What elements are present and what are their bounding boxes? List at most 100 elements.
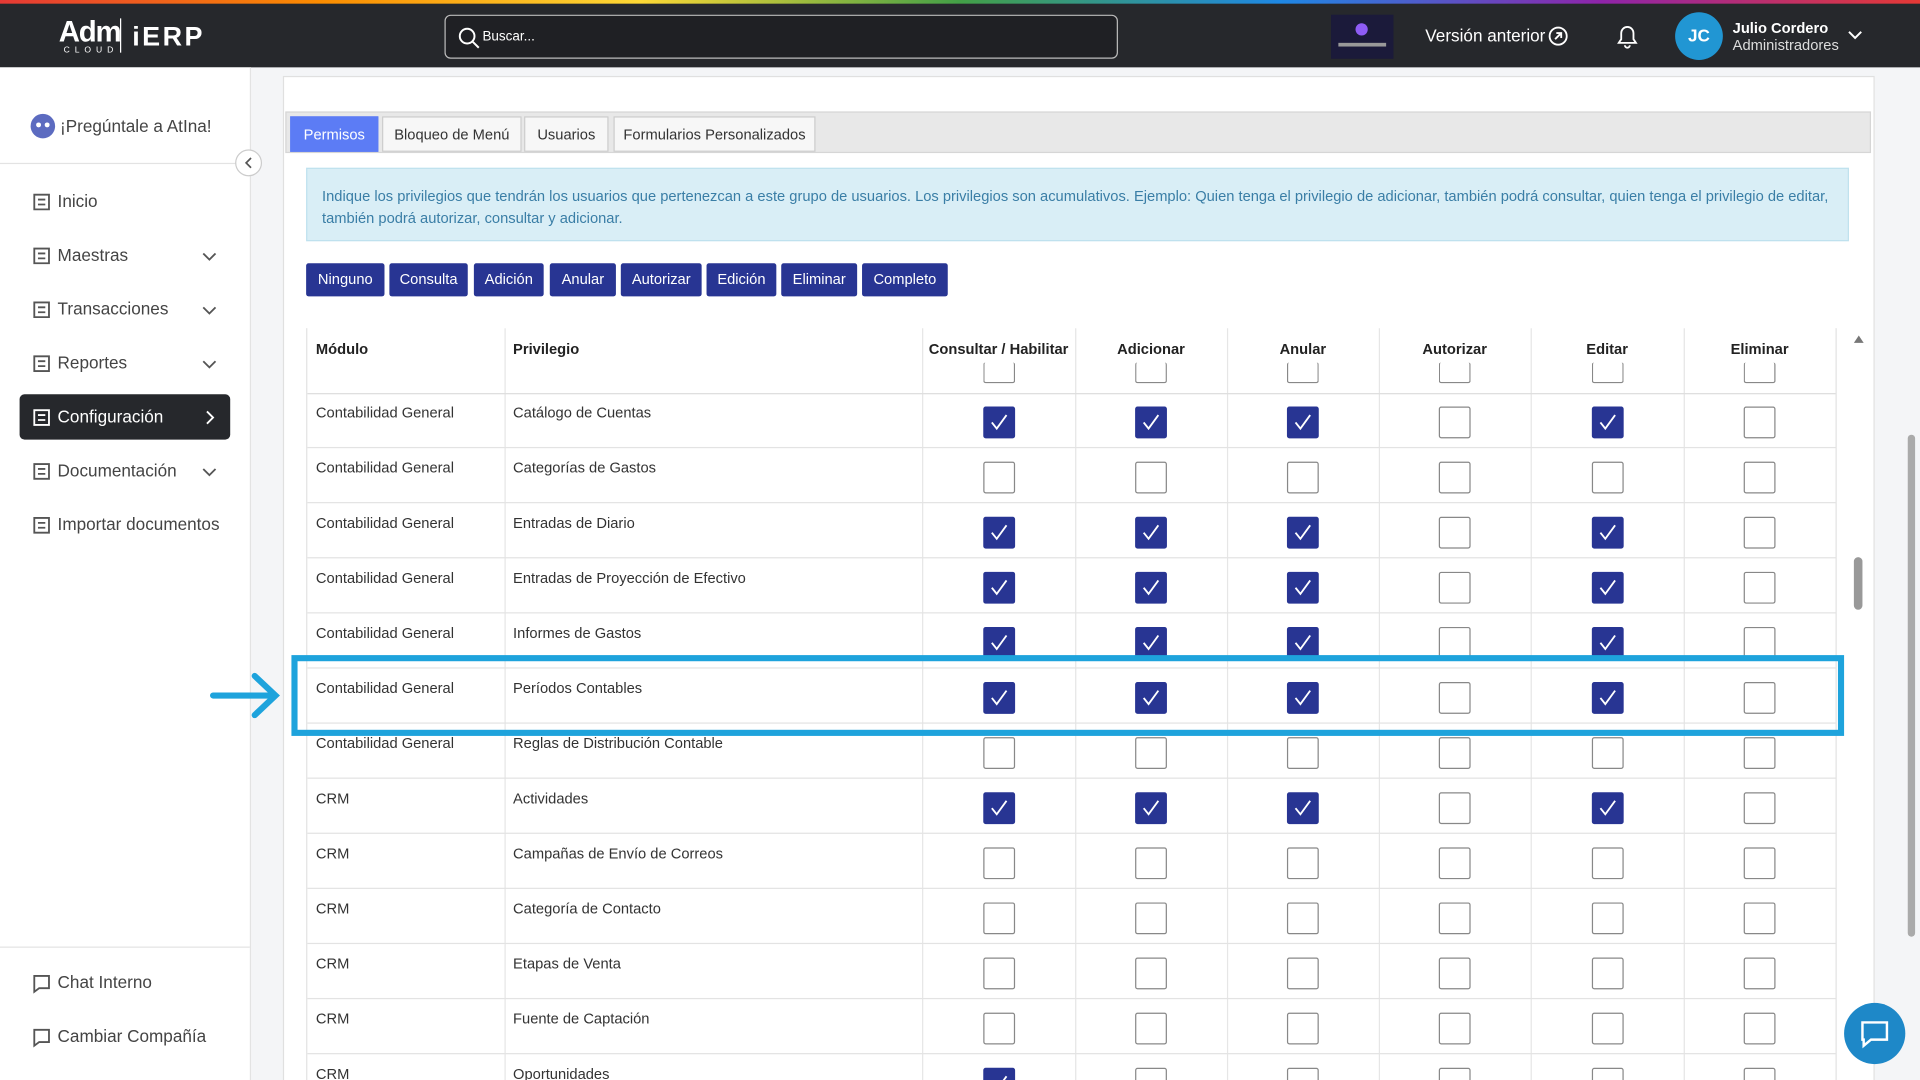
checkbox[interactable]	[1591, 461, 1624, 494]
checkbox[interactable]	[1438, 516, 1471, 549]
checkbox-checked[interactable]	[1286, 571, 1319, 604]
checkbox-checked[interactable]	[1591, 571, 1624, 604]
checkbox-checked[interactable]	[982, 1067, 1015, 1080]
checkbox-checked[interactable]	[1286, 626, 1319, 659]
tab[interactable]: Usuarios	[524, 116, 609, 152]
footer-item[interactable]: Cambiar Compañía	[20, 1014, 231, 1059]
checkbox[interactable]	[1286, 1067, 1319, 1080]
checkbox-checked[interactable]	[1135, 626, 1167, 659]
checkbox[interactable]	[1743, 516, 1776, 549]
checkbox[interactable]	[982, 902, 1015, 935]
menu-item[interactable]: Inicio	[20, 179, 231, 224]
menu-item[interactable]: Transacciones	[20, 287, 231, 332]
checkbox[interactable]	[1438, 957, 1471, 990]
tab[interactable]: Bloqueo de Menú	[382, 116, 522, 152]
checkbox[interactable]	[982, 461, 1015, 494]
checkbox[interactable]	[1438, 737, 1471, 769]
checkbox[interactable]	[1286, 847, 1319, 880]
checkbox-checked[interactable]	[982, 682, 1015, 714]
user-chevron[interactable]	[1847, 29, 1864, 41]
checkbox[interactable]	[1438, 792, 1471, 825]
checkbox[interactable]	[1438, 461, 1471, 494]
menu-item[interactable]: Maestras	[20, 233, 231, 278]
checkbox-checked[interactable]	[982, 626, 1015, 659]
menu-item[interactable]: Importar documentos	[20, 502, 231, 547]
collapse-button[interactable]	[235, 149, 263, 177]
checkbox[interactable]	[982, 847, 1015, 880]
checkbox[interactable]	[1743, 626, 1776, 659]
checkbox-checked[interactable]	[1591, 792, 1624, 825]
chat-button[interactable]	[1844, 1002, 1906, 1065]
checkbox-checked[interactable]	[1135, 682, 1167, 714]
checkbox[interactable]	[1286, 737, 1319, 769]
avatar[interactable]: JC	[1675, 12, 1723, 61]
checkbox-checked[interactable]	[1286, 406, 1319, 439]
preset-button[interactable]: Adición	[473, 263, 544, 297]
menu-item[interactable]: Reportes	[20, 340, 231, 385]
footer-item[interactable]: Chat Interno	[20, 960, 231, 1005]
checkbox[interactable]	[1286, 461, 1319, 494]
checkbox-checked[interactable]	[982, 792, 1015, 825]
checkbox-checked[interactable]	[1135, 571, 1167, 604]
checkbox[interactable]	[1591, 902, 1624, 935]
checkbox-checked[interactable]	[1286, 682, 1319, 714]
checkbox-checked[interactable]	[1591, 406, 1624, 439]
checkbox[interactable]	[1438, 406, 1471, 439]
checkbox[interactable]	[1438, 1067, 1471, 1080]
checkbox[interactable]	[1743, 682, 1776, 714]
checkbox-checked[interactable]	[1135, 792, 1167, 825]
checkbox-checked[interactable]	[1135, 516, 1167, 549]
checkbox-checked[interactable]	[982, 406, 1015, 439]
preset-button[interactable]: Edición	[706, 263, 777, 297]
checkbox-checked[interactable]	[1286, 516, 1319, 549]
checkbox[interactable]	[1743, 571, 1776, 604]
checkbox-checked[interactable]	[982, 571, 1015, 604]
checkbox[interactable]	[1743, 461, 1776, 494]
checkbox[interactable]	[1438, 902, 1471, 935]
checkbox[interactable]	[982, 737, 1015, 769]
page-scroll-thumb[interactable]	[1907, 434, 1916, 937]
checkbox[interactable]	[1135, 1012, 1167, 1045]
logo[interactable]: Adm	[58, 15, 122, 49]
checkbox[interactable]	[1135, 902, 1167, 935]
checkbox[interactable]	[1438, 1012, 1471, 1045]
checkbox[interactable]	[1135, 461, 1167, 494]
checkbox[interactable]	[1743, 1067, 1776, 1080]
checkbox-checked[interactable]	[1591, 626, 1624, 659]
checkbox[interactable]	[1743, 737, 1776, 769]
checkbox[interactable]	[1438, 682, 1471, 714]
preset-button[interactable]: Consulta	[389, 263, 468, 297]
preset-button[interactable]: Ninguno	[306, 263, 385, 297]
checkbox[interactable]	[1743, 847, 1776, 880]
bell-icon[interactable]	[1615, 23, 1639, 50]
preset-button[interactable]: Anular	[549, 263, 616, 297]
checkbox[interactable]	[1591, 737, 1624, 769]
preset-button[interactable]: Autorizar	[620, 263, 702, 297]
tab[interactable]: Formularios Personalizados	[613, 116, 816, 152]
preset-button[interactable]: Eliminar	[781, 263, 858, 297]
checkbox[interactable]	[1438, 847, 1471, 880]
checkbox[interactable]	[1286, 957, 1319, 990]
checkbox[interactable]	[1286, 1012, 1319, 1045]
checkbox-checked[interactable]	[1591, 516, 1624, 549]
assistant-link[interactable]: ¡Pregúntale a AtIna!	[60, 116, 212, 136]
checkbox[interactable]	[1591, 957, 1624, 990]
company-badge[interactable]	[1331, 14, 1394, 59]
table-scrollbar[interactable]	[1853, 328, 1865, 1080]
checkbox[interactable]	[1286, 902, 1319, 935]
previous-version[interactable]: Versión anterior	[1425, 25, 1546, 46]
menu-item[interactable]: Documentación	[20, 448, 231, 493]
checkbox-checked[interactable]	[1591, 682, 1624, 714]
menu-item[interactable]: Configuración	[19, 394, 231, 440]
checkbox[interactable]	[1743, 792, 1776, 825]
checkbox[interactable]	[1135, 1067, 1167, 1080]
checkbox[interactable]	[1591, 847, 1624, 880]
checkbox-checked[interactable]	[982, 516, 1015, 549]
checkbox[interactable]	[1591, 1012, 1624, 1045]
checkbox-checked[interactable]	[1286, 792, 1319, 825]
checkbox[interactable]	[1743, 1012, 1776, 1045]
checkbox-checked[interactable]	[1135, 406, 1167, 439]
search-box[interactable]: Buscar...	[444, 14, 1118, 59]
checkbox[interactable]	[1743, 902, 1776, 935]
checkbox[interactable]	[1743, 406, 1776, 439]
